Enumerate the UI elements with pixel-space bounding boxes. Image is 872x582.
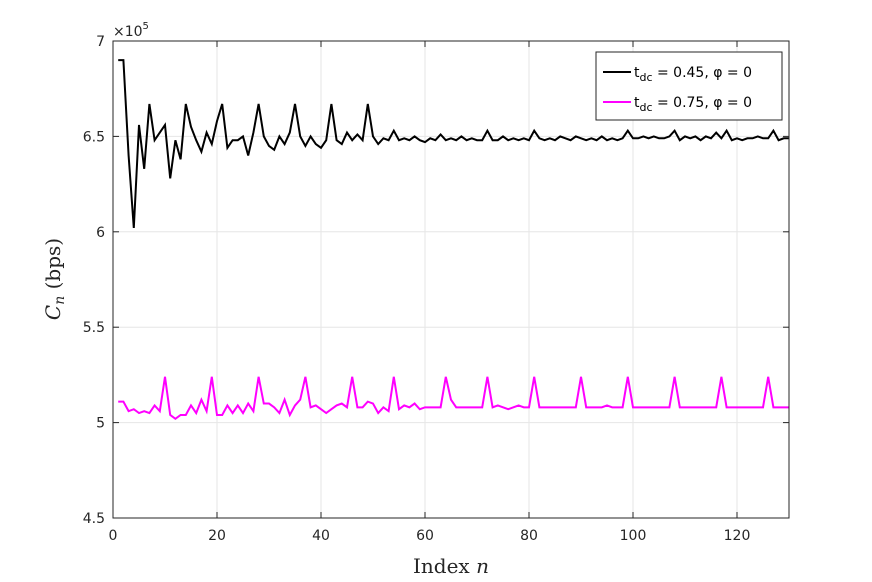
axis-ticks: 0 20 40 60 80 100 120 4.5 5 5.5 6 6.5 7 (83, 34, 789, 544)
y-tick-label: 5.5 (83, 320, 105, 336)
legend-label-series-1: tdc = 0.45, φ = 0 (634, 65, 752, 84)
y-tick-label: 6.5 (83, 129, 105, 145)
y-tick-label: 6 (96, 225, 105, 241)
series-layer (118, 59, 789, 421)
y-tick-label: 7 (96, 34, 105, 50)
x-tick-label: 100 (620, 528, 647, 544)
legend-label-series-2: tdc = 0.75, φ = 0 (634, 95, 752, 114)
series-line-2 (118, 376, 789, 421)
x-tick-label: 40 (312, 528, 330, 544)
y-tick-label: 4.5 (83, 511, 105, 527)
x-tick-label: 120 (724, 528, 751, 544)
plot-frame (112, 40, 790, 519)
x-axis-label: Index n (413, 554, 489, 578)
legend: tdc = 0.45, φ = 0 tdc = 0.75, φ = 0 (595, 51, 783, 121)
x-tick-label: 20 (208, 528, 226, 544)
y-multiplier-label: ×105 (113, 21, 149, 40)
y-axis-label: Cn (bps) (41, 238, 68, 320)
x-tick-label: 60 (416, 528, 434, 544)
x-tick-label: 0 (109, 528, 118, 544)
series-line-1 (118, 59, 789, 229)
y-tick-label: 5 (96, 416, 105, 432)
legend-box (595, 51, 783, 121)
x-tick-label: 80 (520, 528, 538, 544)
